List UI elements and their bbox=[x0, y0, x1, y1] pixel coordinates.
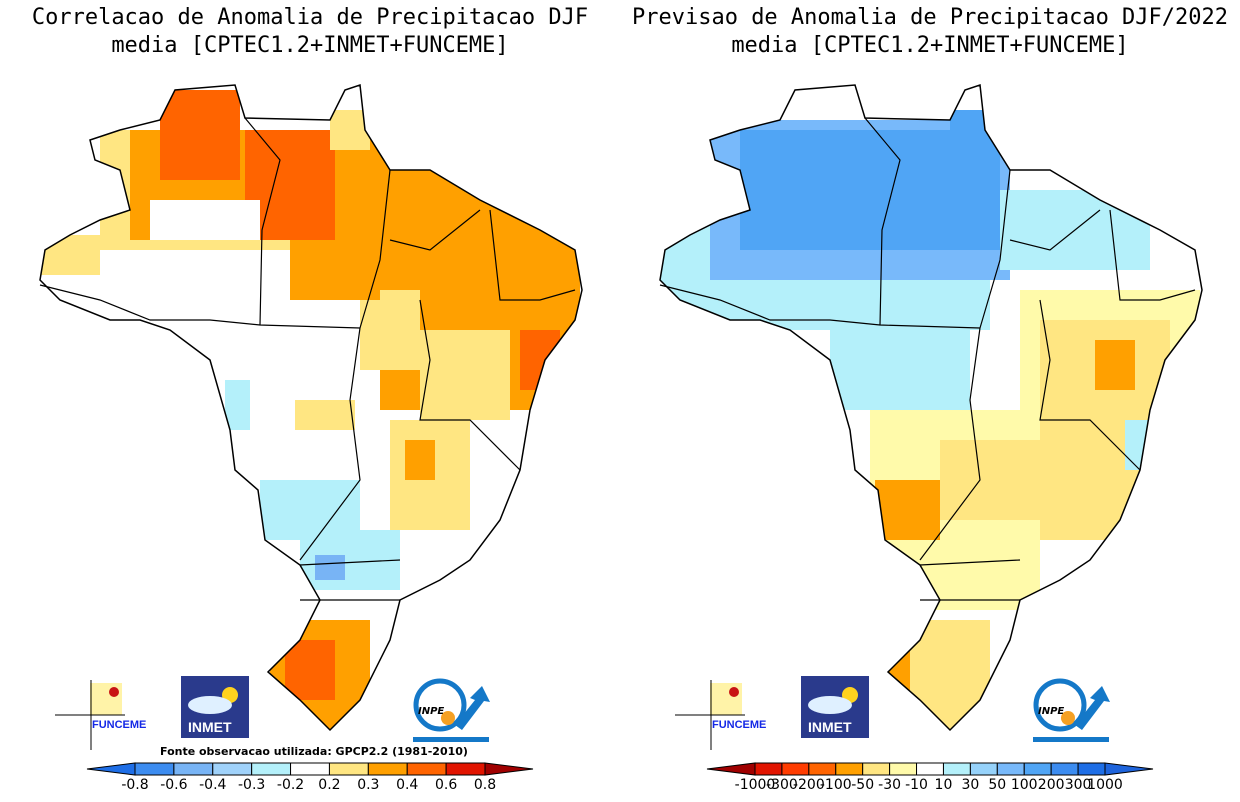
colorbar-tick-label: 0.6 bbox=[435, 777, 457, 793]
colorbar-box bbox=[251, 762, 292, 776]
colorbar-arrow-low bbox=[86, 762, 136, 776]
right-state-borders bbox=[659, 117, 1196, 601]
colorbar-tick-label: -1000 bbox=[735, 777, 776, 793]
funceme-logo: FUNCEME bbox=[55, 680, 146, 750]
svg-text:INPE: INPE bbox=[418, 706, 444, 717]
colorbar-tick-label: -300 bbox=[766, 777, 798, 793]
colorbar-tick-label: 200 bbox=[1038, 777, 1065, 793]
colorbar-tick-label: -0.6 bbox=[160, 777, 187, 793]
colorbar-box bbox=[328, 762, 369, 776]
right-colorbar: -1000-300-200-100 -50 -30 -10 10 30 50 100 200 30… bbox=[706, 762, 1154, 793]
colorbar-box bbox=[781, 762, 810, 776]
colorbar-box bbox=[835, 762, 864, 776]
right-forecast-map bbox=[660, 85, 1202, 730]
colorbar-arrow-high bbox=[484, 762, 534, 776]
colorbar-tick-label: 0.3 bbox=[357, 777, 379, 793]
funceme-logo-right: FUNCEME bbox=[675, 680, 766, 750]
colorbar-tick-label: -0.3 bbox=[238, 777, 265, 793]
colorbar-tick-label: -0.8 bbox=[121, 777, 148, 793]
colorbar-box bbox=[406, 762, 447, 776]
colorbar-box bbox=[889, 762, 918, 776]
colorbar-box bbox=[445, 762, 486, 776]
colorbar-box bbox=[916, 762, 944, 776]
colorbar-box bbox=[173, 762, 214, 776]
colorbar-tick-label: 100 bbox=[1011, 777, 1038, 793]
colorbar-box bbox=[1050, 762, 1079, 776]
colorbar-tick-label: -10 bbox=[905, 777, 928, 793]
colorbar-tick-label: 10 bbox=[935, 777, 953, 793]
colorbar-tick-label: -0.4 bbox=[199, 777, 226, 793]
colorbar-tick-label: 0.8 bbox=[474, 777, 496, 793]
inpe-logo-right: INPE bbox=[1033, 678, 1110, 742]
colorbar-box bbox=[1023, 762, 1052, 776]
colorbar-tick-label: 0.2 bbox=[318, 777, 340, 793]
colorbar-tick-label: 0.4 bbox=[396, 777, 418, 793]
right-map-title: Previsao de Anomalia de Precipitacao DJF… bbox=[631, 5, 1229, 58]
colorbar-arrow-low bbox=[706, 762, 756, 776]
svg-text:FUNCEME: FUNCEME bbox=[92, 719, 146, 731]
colorbar-box bbox=[754, 762, 783, 776]
colorbar-tick-label: -0.2 bbox=[277, 777, 304, 793]
colorbar-box bbox=[290, 762, 330, 776]
left-state-borders bbox=[39, 117, 576, 601]
colorbar-box bbox=[134, 762, 175, 776]
svg-text:INPE: INPE bbox=[1038, 706, 1064, 717]
colorbar-box bbox=[212, 762, 253, 776]
colorbar-tick-label: -30 bbox=[878, 777, 901, 793]
colorbar-tick-label: 1000 bbox=[1087, 777, 1123, 793]
left-correlation-map bbox=[40, 90, 580, 730]
colorbar-tick-label: -50 bbox=[851, 777, 874, 793]
colorbar-arrow-high bbox=[1104, 762, 1154, 776]
inmet-logo-right: INMET bbox=[801, 676, 869, 738]
colorbar-box bbox=[1077, 762, 1106, 776]
colorbar-box bbox=[942, 762, 971, 776]
svg-text:INMET: INMET bbox=[808, 719, 852, 735]
colorbar-box bbox=[996, 762, 1025, 776]
inmet-logo: INMET bbox=[181, 676, 249, 738]
colorbar-box bbox=[862, 762, 891, 776]
colorbar-tick-label: -100 bbox=[820, 777, 852, 793]
source-note: Fonte observacao utilizada: GPCP2.2 (198… bbox=[160, 745, 468, 758]
svg-text:FUNCEME: FUNCEME bbox=[712, 719, 766, 731]
colorbar-tick-label: 30 bbox=[961, 777, 979, 793]
colorbar-tick-label: 50 bbox=[988, 777, 1006, 793]
colorbar-box bbox=[367, 762, 408, 776]
left-colorbar: -0.8 -0.6 -0.4 -0.3 -0.2 0.2 0.3 0.4 0.6 0.8 bbox=[86, 762, 534, 793]
colorbar-box bbox=[969, 762, 998, 776]
colorbar-tick-label: 300 bbox=[1065, 777, 1092, 793]
inpe-logo: INPE bbox=[413, 678, 490, 742]
colorbar-box bbox=[808, 762, 837, 776]
svg-text:INMET: INMET bbox=[188, 719, 232, 735]
colorbar-tick-label: -200 bbox=[793, 777, 825, 793]
left-map-title: Correlacao de Anomalia de Precipitacao D… bbox=[31, 5, 589, 58]
